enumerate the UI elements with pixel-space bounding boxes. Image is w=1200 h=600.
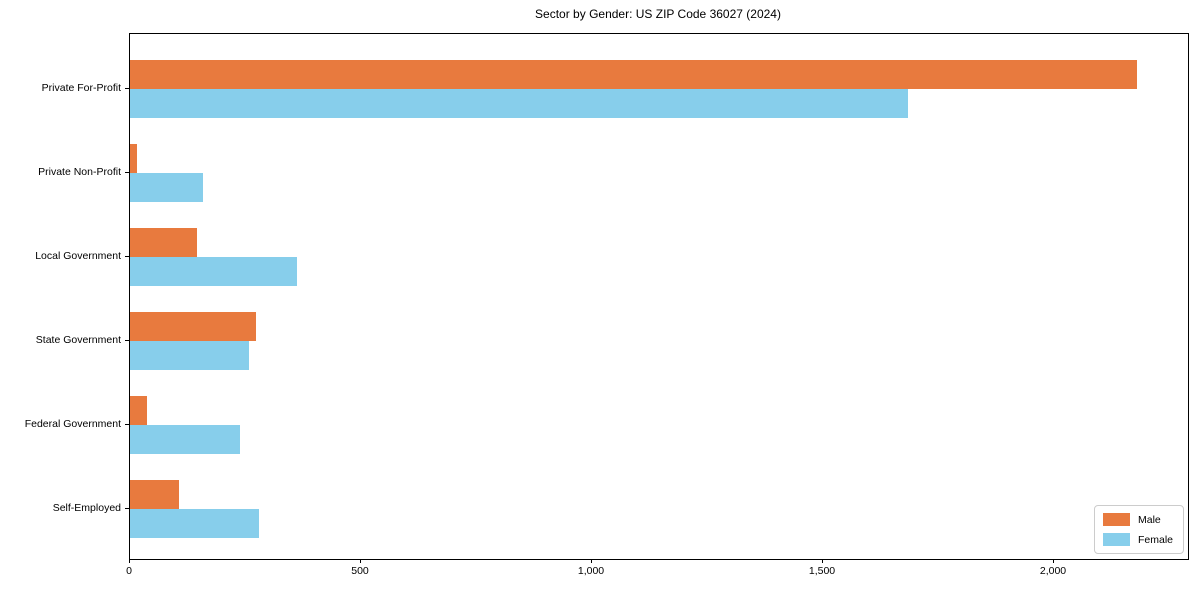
y-category-label-1: Private Non-Profit: [38, 166, 121, 178]
x-tick-mark-2: [591, 559, 592, 563]
bar-female-0: [130, 89, 908, 118]
x-tick-label-4: 2,000: [1039, 565, 1067, 577]
x-tick-label-2: 1,000: [577, 565, 605, 577]
x-tick-label-0: 0: [126, 565, 132, 577]
bar-female-3: [130, 341, 249, 370]
x-tick-label-1: 500: [351, 565, 369, 577]
legend-swatch-male-icon: [1102, 513, 1130, 526]
x-tick-mark-0: [129, 559, 130, 563]
bar-male-4: [130, 396, 147, 425]
bar-male-0: [130, 60, 1137, 89]
legend-item-male: Male: [1102, 513, 1173, 526]
legend-swatch-female-icon: [1102, 533, 1130, 546]
x-tick-mark-4: [1053, 559, 1055, 563]
y-tick-mark-0: [125, 88, 129, 89]
bar-male-5: [130, 480, 179, 509]
plot-area: Male Female: [129, 33, 1189, 560]
y-tick-mark-4: [125, 424, 129, 425]
bar-female-4: [130, 425, 240, 454]
y-category-label-3: State Government: [35, 334, 121, 346]
bar-male-2: [130, 228, 197, 257]
bar-female-5: [130, 509, 259, 538]
bar-female-1: [130, 173, 203, 202]
y-category-label-5: Self-Employed: [52, 502, 121, 514]
bar-male-3: [130, 312, 256, 341]
y-category-label-0: Private For-Profit: [41, 82, 121, 94]
y-category-label-2: Local Government: [35, 250, 121, 262]
x-tick-label-3: 1,500: [808, 565, 836, 577]
bar-male-1: [130, 144, 137, 173]
legend-label-female: Female: [1137, 533, 1173, 546]
y-tick-mark-1: [125, 172, 129, 173]
y-tick-mark-5: [125, 508, 129, 509]
legend-item-female: Female: [1102, 533, 1173, 546]
chart-title: Sector by Gender: US ZIP Code 36027 (202…: [535, 7, 781, 21]
legend-label-male: Male: [1137, 513, 1161, 526]
x-tick-mark-3: [822, 559, 823, 563]
y-tick-mark-2: [125, 256, 129, 257]
y-category-label-4: Federal Government: [24, 418, 121, 430]
legend: Male Female: [1093, 505, 1184, 554]
x-tick-mark-1: [360, 559, 361, 563]
y-tick-mark-3: [125, 340, 129, 341]
bar-female-2: [130, 257, 297, 286]
